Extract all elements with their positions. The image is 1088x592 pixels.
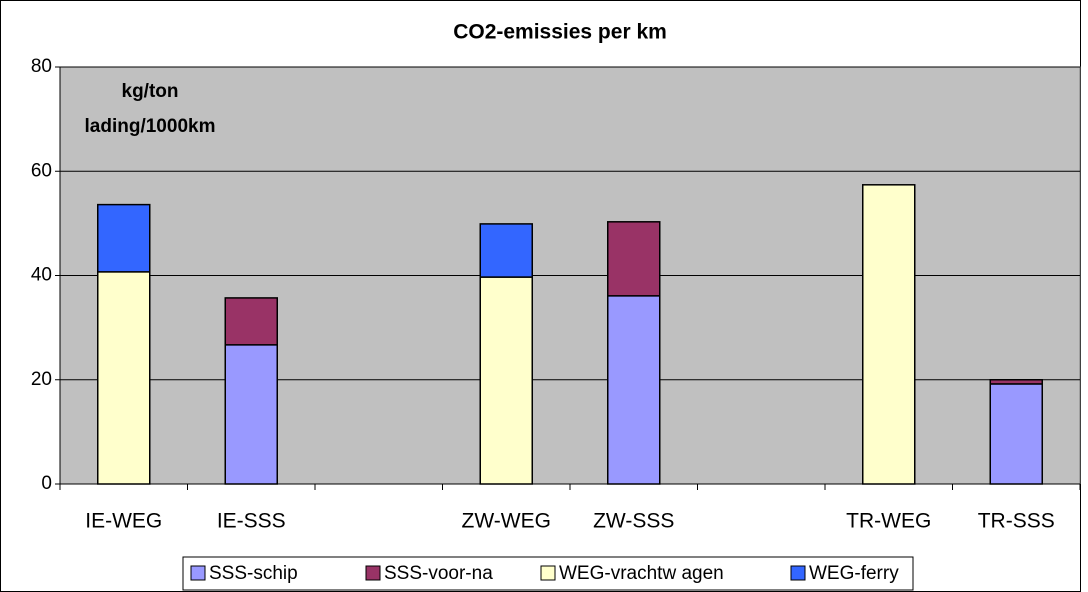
legend-label: SSS-voor-na [384,563,493,584]
y-tick-label: 60 [31,160,52,181]
annotation: kg/ton [122,81,179,102]
x-tick-label: TR-SSS [978,510,1055,533]
legend-swatch [540,565,556,581]
bar-segment [479,223,533,278]
bar-segment [97,203,151,273]
chart-title: CO2-emissies per km [453,21,667,44]
y-tick-label: 0 [41,473,52,494]
x-tick-label: ZW-SSS [593,510,674,533]
bar-segment [224,344,278,485]
x-tick-label: IE-SSS [217,510,286,533]
legend-swatch [365,565,381,581]
x-tick-label: ZW-WEG [462,510,551,533]
bar-segment [607,221,661,297]
legend-label: WEG-vrachtw agen [559,563,724,584]
bar-segment [989,383,1043,485]
bar-segment [989,379,1043,385]
bar-segment [224,297,278,346]
annotation: lading/1000km [85,116,216,137]
y-tick-label: 20 [31,369,52,390]
x-tick-label: IE-WEG [85,510,162,533]
bar-segment [479,276,533,485]
bar-segment [607,295,661,485]
x-tick-label: TR-WEG [846,510,931,533]
bar-segment [862,184,916,485]
y-tick-label: 40 [31,265,52,286]
legend-label: SSS-schip [209,563,298,584]
legend-swatch [190,565,206,581]
legend-swatch [790,565,806,581]
bar-segment [97,271,151,485]
legend-label: WEG-ferry [809,563,899,584]
y-tick-label: 80 [31,56,52,77]
